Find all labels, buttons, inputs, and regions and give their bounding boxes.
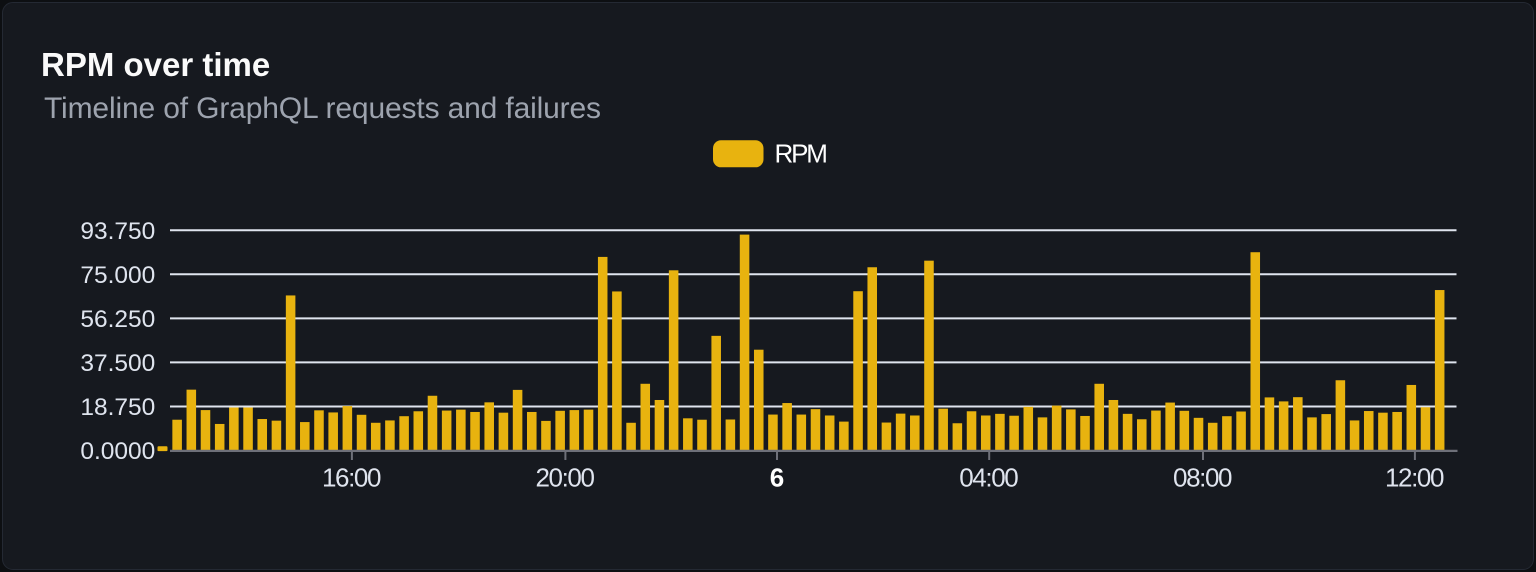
- svg-text:20:00: 20:00: [535, 462, 594, 492]
- svg-text:37.500: 37.500: [80, 350, 155, 377]
- svg-text:75.000: 75.000: [80, 262, 155, 289]
- svg-text:0.0000: 0.0000: [80, 438, 155, 465]
- svg-text:RPM: RPM: [775, 138, 827, 168]
- svg-text:93.750: 93.750: [80, 218, 155, 245]
- svg-text:18.750: 18.750: [80, 394, 155, 421]
- svg-text:08:00: 08:00: [1173, 462, 1232, 492]
- svg-text:16:00: 16:00: [322, 462, 381, 492]
- svg-text:04:00: 04:00: [959, 462, 1018, 492]
- svg-text:6: 6: [770, 462, 784, 492]
- svg-text:56.250: 56.250: [80, 306, 155, 333]
- svg-text:12:00: 12:00: [1385, 462, 1444, 492]
